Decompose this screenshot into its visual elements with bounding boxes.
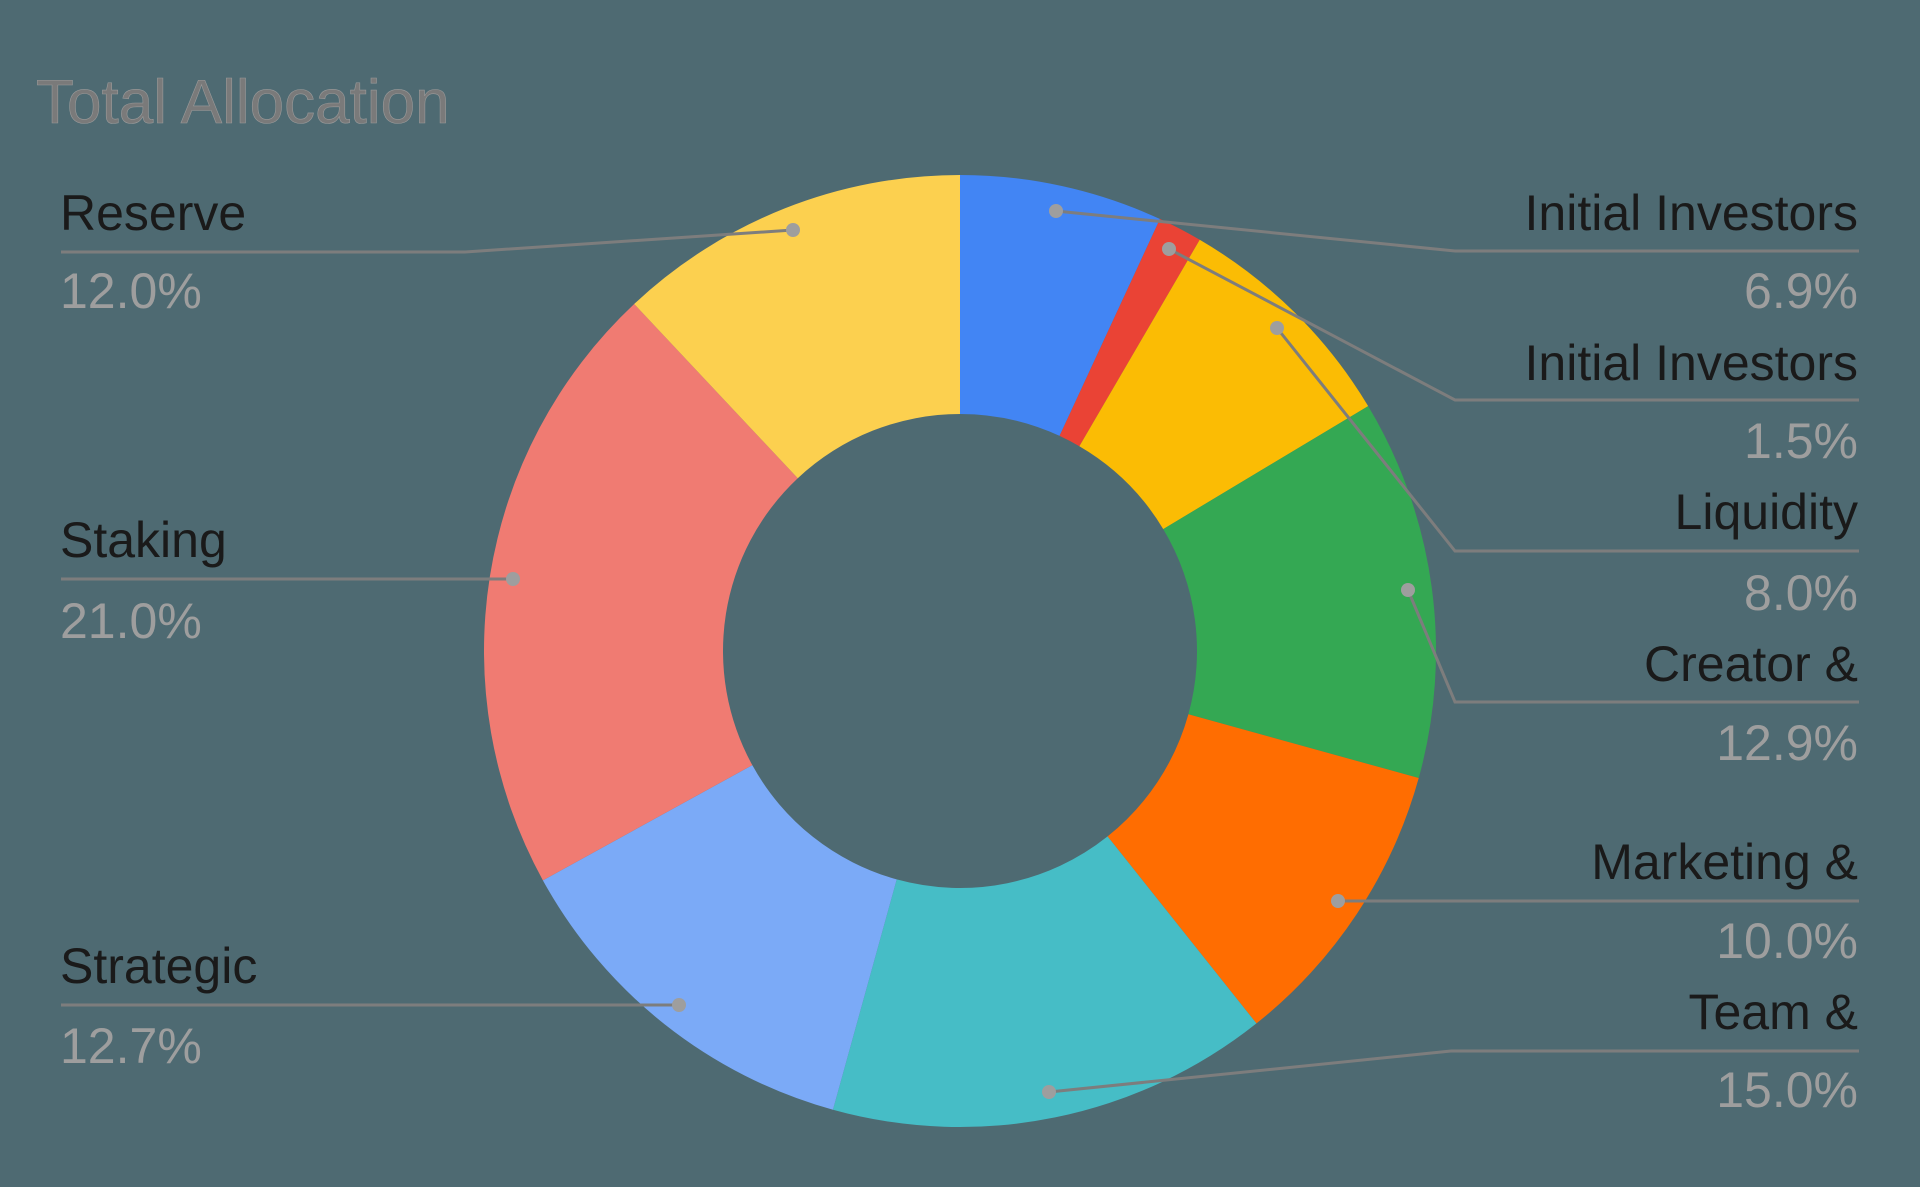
donut-slice[interactable] [960,175,1160,436]
slice-label: Liquidity [1675,484,1858,540]
donut-slices [483,175,1437,1128]
slice-percent: 15.0% [1716,1062,1858,1118]
donut-slice[interactable] [832,836,1257,1128]
leader-dot [1042,1085,1056,1099]
leader-dot [1331,894,1345,908]
donut-slice[interactable] [1107,714,1419,1024]
slice-percent: 12.7% [60,1018,202,1074]
leader-dot [1162,242,1176,256]
donut-slice[interactable] [1079,239,1369,530]
slice-percent: 6.9% [1744,263,1858,319]
leader-dot [506,572,520,586]
leader-dot [1270,321,1284,335]
slice-label: Marketing & [1591,834,1858,890]
slice-percent: 12.0% [60,263,202,319]
leader-dot [672,998,686,1012]
slice-percent: 12.9% [1716,715,1858,771]
slice-labels: Initial Investors 6.9% Initial Investors 1.… [60,185,1858,1118]
donut-slice[interactable] [483,304,798,881]
leader-dot [786,223,800,237]
leader-line [1168,247,1859,402]
leader-dot [1049,204,1063,218]
slice-label: Initial Investors [1525,185,1858,241]
slice-percent: 1.5% [1744,413,1858,469]
leader-line [1055,209,1859,253]
donut-slice[interactable] [1059,219,1200,447]
slice-label: Reserve [60,185,246,241]
slice-percent: 21.0% [60,593,202,649]
slice-percent: 8.0% [1744,565,1858,621]
donut-slice[interactable] [634,175,960,479]
leader-line [1275,327,1859,553]
slice-label: Initial Investors [1525,335,1858,391]
donut-slice[interactable] [542,765,897,1110]
slice-percent: 10.0% [1716,913,1858,969]
slice-label: Staking [60,512,227,568]
slice-label: Strategic [60,938,257,994]
leader-line [1406,589,1859,704]
donut-slice[interactable] [1163,406,1437,779]
leader-line [61,228,794,254]
slice-label: Creator & [1644,636,1858,692]
leader-line [1048,1049,1859,1094]
leader-dot [1401,583,1415,597]
leader-lines [61,204,1859,1099]
slice-label: Team & [1688,984,1858,1040]
chart-title: Total Allocation [36,68,450,137]
